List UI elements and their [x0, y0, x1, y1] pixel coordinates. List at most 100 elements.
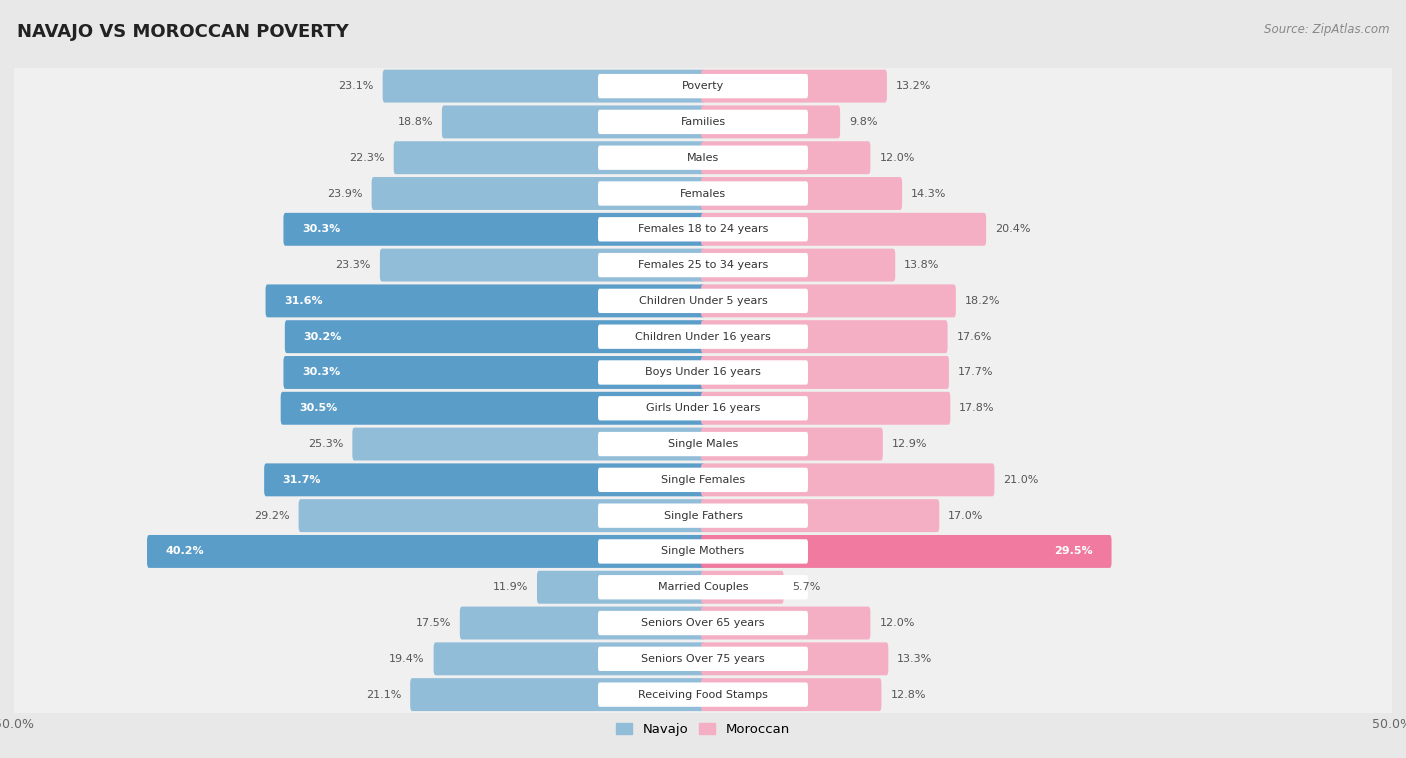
- Text: Single Fathers: Single Fathers: [664, 511, 742, 521]
- FancyBboxPatch shape: [411, 678, 704, 711]
- Text: 14.3%: 14.3%: [911, 189, 946, 199]
- FancyBboxPatch shape: [284, 213, 704, 246]
- FancyBboxPatch shape: [433, 642, 704, 675]
- Text: 30.3%: 30.3%: [302, 368, 340, 377]
- Text: Seniors Over 75 years: Seniors Over 75 years: [641, 654, 765, 664]
- FancyBboxPatch shape: [702, 177, 903, 210]
- Text: 23.3%: 23.3%: [336, 260, 371, 270]
- FancyBboxPatch shape: [598, 396, 808, 421]
- FancyBboxPatch shape: [382, 70, 704, 102]
- FancyBboxPatch shape: [14, 204, 1392, 255]
- Text: 12.0%: 12.0%: [879, 152, 915, 163]
- Text: 12.8%: 12.8%: [890, 690, 927, 700]
- FancyBboxPatch shape: [702, 642, 889, 675]
- FancyBboxPatch shape: [353, 428, 704, 461]
- Text: Poverty: Poverty: [682, 81, 724, 91]
- Text: Source: ZipAtlas.com: Source: ZipAtlas.com: [1264, 23, 1389, 36]
- Text: Married Couples: Married Couples: [658, 582, 748, 592]
- Text: 29.2%: 29.2%: [254, 511, 290, 521]
- FancyBboxPatch shape: [298, 500, 704, 532]
- FancyBboxPatch shape: [537, 571, 704, 603]
- FancyBboxPatch shape: [702, 535, 1112, 568]
- Text: 17.0%: 17.0%: [948, 511, 984, 521]
- FancyBboxPatch shape: [14, 168, 1392, 219]
- Text: 23.1%: 23.1%: [339, 81, 374, 91]
- FancyBboxPatch shape: [14, 61, 1392, 112]
- Text: Single Females: Single Females: [661, 475, 745, 485]
- Text: 18.2%: 18.2%: [965, 296, 1000, 306]
- FancyBboxPatch shape: [284, 356, 704, 389]
- Text: 18.8%: 18.8%: [398, 117, 433, 127]
- Text: 22.3%: 22.3%: [349, 152, 385, 163]
- FancyBboxPatch shape: [14, 454, 1392, 506]
- FancyBboxPatch shape: [148, 535, 704, 568]
- Text: 21.1%: 21.1%: [366, 690, 401, 700]
- FancyBboxPatch shape: [14, 418, 1392, 470]
- Text: 17.7%: 17.7%: [957, 368, 994, 377]
- Text: 12.0%: 12.0%: [879, 618, 915, 628]
- Text: Children Under 16 years: Children Under 16 years: [636, 332, 770, 342]
- Text: NAVAJO VS MOROCCAN POVERTY: NAVAJO VS MOROCCAN POVERTY: [17, 23, 349, 41]
- Text: Seniors Over 65 years: Seniors Over 65 years: [641, 618, 765, 628]
- Text: 17.5%: 17.5%: [415, 618, 451, 628]
- FancyBboxPatch shape: [598, 682, 808, 706]
- FancyBboxPatch shape: [394, 141, 704, 174]
- FancyBboxPatch shape: [598, 468, 808, 492]
- Text: Single Mothers: Single Mothers: [661, 547, 745, 556]
- Text: Single Males: Single Males: [668, 439, 738, 449]
- FancyBboxPatch shape: [702, 500, 939, 532]
- FancyBboxPatch shape: [598, 611, 808, 635]
- FancyBboxPatch shape: [14, 562, 1392, 613]
- FancyBboxPatch shape: [14, 96, 1392, 148]
- Legend: Navajo, Moroccan: Navajo, Moroccan: [612, 718, 794, 741]
- Text: 20.4%: 20.4%: [995, 224, 1031, 234]
- FancyBboxPatch shape: [598, 324, 808, 349]
- Text: 31.7%: 31.7%: [283, 475, 321, 485]
- FancyBboxPatch shape: [598, 253, 808, 277]
- Text: 17.6%: 17.6%: [956, 332, 991, 342]
- FancyBboxPatch shape: [598, 503, 808, 528]
- Text: 30.2%: 30.2%: [304, 332, 342, 342]
- FancyBboxPatch shape: [14, 311, 1392, 362]
- FancyBboxPatch shape: [598, 289, 808, 313]
- FancyBboxPatch shape: [14, 597, 1392, 649]
- Text: 31.6%: 31.6%: [284, 296, 323, 306]
- Text: 17.8%: 17.8%: [959, 403, 995, 413]
- FancyBboxPatch shape: [14, 526, 1392, 578]
- FancyBboxPatch shape: [14, 490, 1392, 541]
- FancyBboxPatch shape: [598, 110, 808, 134]
- FancyBboxPatch shape: [598, 539, 808, 564]
- FancyBboxPatch shape: [598, 647, 808, 671]
- Text: 13.2%: 13.2%: [896, 81, 931, 91]
- Text: 13.3%: 13.3%: [897, 654, 932, 664]
- Text: Receiving Food Stamps: Receiving Food Stamps: [638, 690, 768, 700]
- FancyBboxPatch shape: [702, 463, 994, 496]
- Text: 30.3%: 30.3%: [302, 224, 340, 234]
- Text: 13.8%: 13.8%: [904, 260, 939, 270]
- FancyBboxPatch shape: [702, 105, 841, 139]
- FancyBboxPatch shape: [598, 74, 808, 99]
- FancyBboxPatch shape: [598, 360, 808, 384]
- FancyBboxPatch shape: [598, 181, 808, 205]
- FancyBboxPatch shape: [460, 606, 704, 640]
- FancyBboxPatch shape: [702, 320, 948, 353]
- Text: Males: Males: [688, 152, 718, 163]
- FancyBboxPatch shape: [14, 669, 1392, 720]
- Text: 23.9%: 23.9%: [328, 189, 363, 199]
- Text: Females 25 to 34 years: Females 25 to 34 years: [638, 260, 768, 270]
- FancyBboxPatch shape: [598, 575, 808, 600]
- Text: 12.9%: 12.9%: [891, 439, 928, 449]
- Text: 30.5%: 30.5%: [299, 403, 337, 413]
- FancyBboxPatch shape: [702, 141, 870, 174]
- Text: 29.5%: 29.5%: [1054, 547, 1092, 556]
- FancyBboxPatch shape: [702, 356, 949, 389]
- FancyBboxPatch shape: [598, 146, 808, 170]
- Text: Girls Under 16 years: Girls Under 16 years: [645, 403, 761, 413]
- Text: 5.7%: 5.7%: [793, 582, 821, 592]
- FancyBboxPatch shape: [285, 320, 704, 353]
- FancyBboxPatch shape: [702, 249, 896, 281]
- FancyBboxPatch shape: [598, 217, 808, 242]
- FancyBboxPatch shape: [702, 678, 882, 711]
- FancyBboxPatch shape: [14, 346, 1392, 398]
- FancyBboxPatch shape: [14, 633, 1392, 684]
